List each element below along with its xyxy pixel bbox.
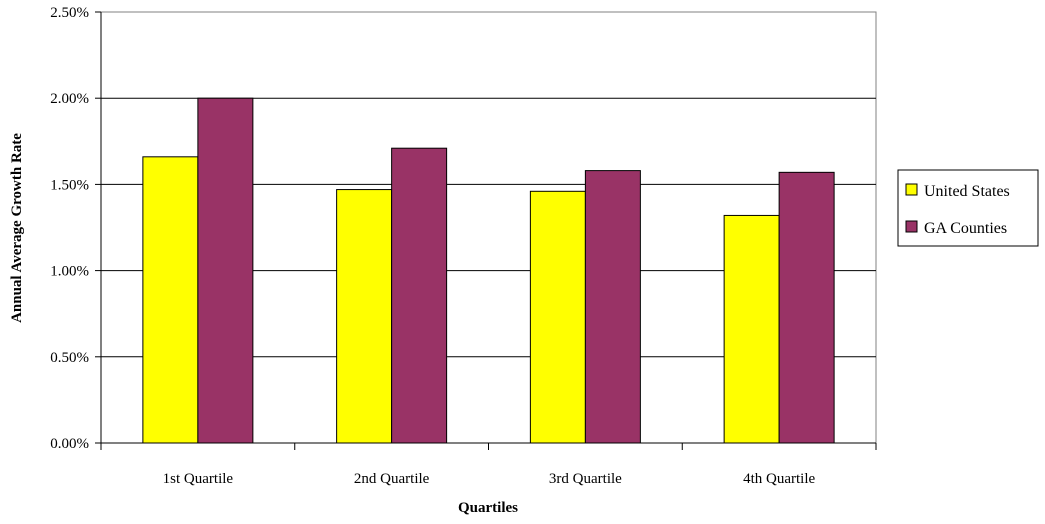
y-axis-title: Annual Average Growth Rate — [9, 133, 25, 323]
axes — [95, 11, 877, 450]
x-axis-title: Quartiles — [458, 500, 518, 516]
bar-united-states-4 — [723, 214, 780, 444]
y-tick-labels: 0.00% 0.50% 1.00% 1.50% 2.00% 2.50% — [50, 5, 89, 452]
legend-swatch-united-states — [905, 183, 918, 196]
x-tick-label: 4th Quartile — [743, 471, 815, 487]
legend-label-ga-counties: GA Counties — [924, 220, 1007, 237]
bar-ga-counties-3 — [584, 170, 641, 444]
bar-ga-counties-4 — [778, 171, 835, 444]
bar-ga-counties-2 — [391, 147, 448, 444]
y-tick-label: 0.00% — [50, 436, 89, 452]
y-tick-label: 2.00% — [50, 91, 89, 107]
bars — [142, 97, 835, 444]
legend: United States GA Counties — [897, 169, 1039, 247]
legend-swatch-ga-counties — [905, 220, 918, 233]
y-tick-label: 2.50% — [50, 5, 89, 21]
x-tick-label: 3rd Quartile — [549, 471, 622, 487]
legend-box — [897, 169, 1039, 247]
bar-united-states-2 — [336, 189, 393, 444]
y-tick-label: 1.00% — [50, 264, 89, 280]
x-tick-labels: 1st Quartile 2nd Quartile 3rd Quartile 4th … — [163, 471, 816, 487]
x-tick-label: 1st Quartile — [163, 471, 234, 487]
bar-united-states-1 — [142, 156, 199, 444]
y-tick-label: 1.50% — [50, 177, 89, 193]
y-tick-label: 0.50% — [50, 350, 89, 366]
legend-label-united-states: United States — [924, 183, 1010, 200]
bar-ga-counties-1 — [197, 97, 254, 444]
x-tick-label: 2nd Quartile — [354, 471, 430, 487]
bar-united-states-3 — [529, 190, 586, 444]
